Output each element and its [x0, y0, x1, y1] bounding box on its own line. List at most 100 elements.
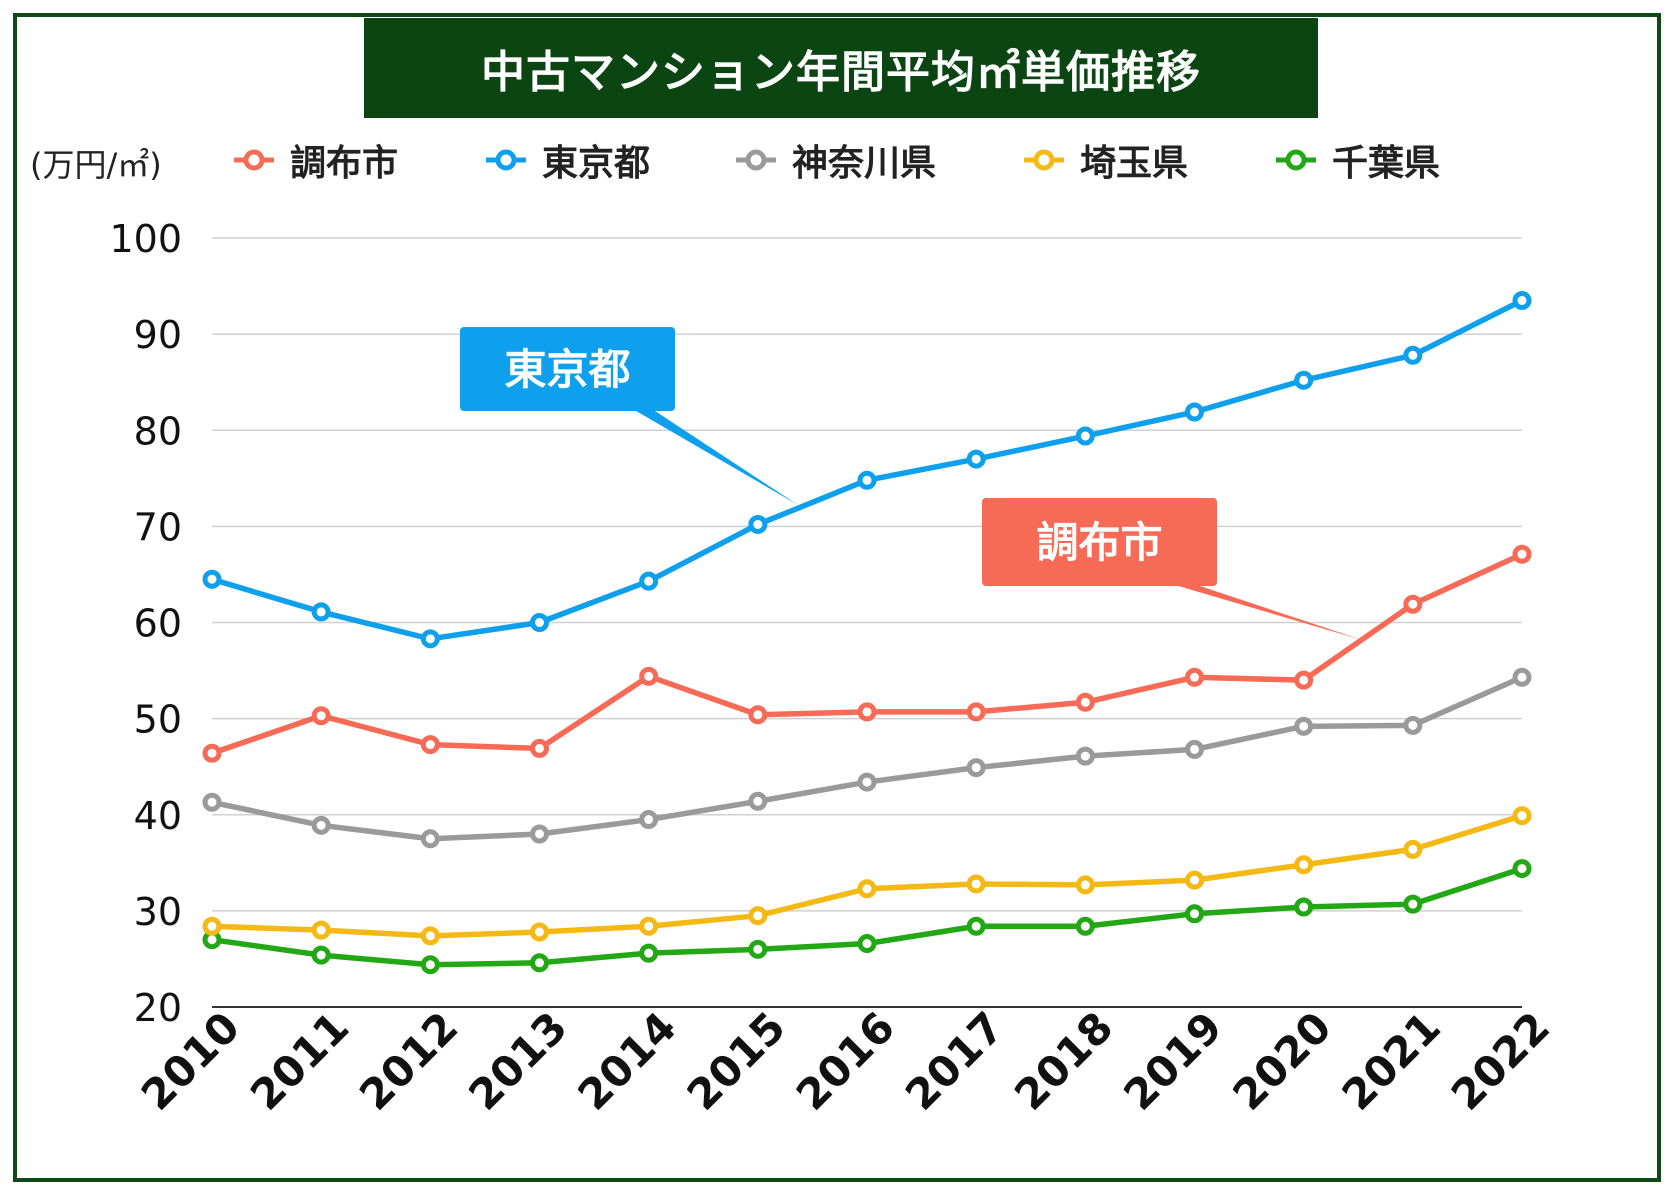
data-point [1294, 855, 1314, 875]
x-tick-label: 2015 [678, 1002, 795, 1119]
data-point [748, 705, 768, 725]
data-point [1512, 667, 1532, 687]
data-point [311, 945, 331, 965]
x-tick-label: 2013 [459, 1002, 576, 1119]
y-tick-label: 30 [134, 890, 182, 934]
x-tick-label: 2016 [787, 1002, 904, 1119]
x-tick-label: 2014 [568, 1002, 685, 1119]
callout-box [460, 327, 675, 411]
x-tick-label: 2017 [896, 1002, 1013, 1119]
legend-label-tokyo: 東京都 [542, 143, 651, 184]
data-point [530, 922, 549, 942]
data-point [1075, 875, 1095, 895]
data-point [748, 939, 768, 959]
legend-marker-chofu [234, 149, 274, 171]
y-tick-label: 20 [134, 986, 182, 1030]
data-point [530, 613, 549, 632]
data-point [1403, 715, 1423, 735]
legend-marker-chiba [1276, 149, 1316, 171]
data-point [748, 514, 768, 534]
x-tick-label: 2020 [1223, 1002, 1340, 1119]
data-point [1403, 839, 1423, 859]
callout-label: 調布市 [1036, 518, 1162, 567]
data-point [857, 934, 877, 954]
data-point [530, 738, 549, 758]
y-tick-label: 40 [134, 794, 182, 838]
data-point [1185, 870, 1204, 890]
data-point [966, 874, 986, 894]
data-point [202, 792, 222, 812]
data-point [639, 810, 659, 830]
data-point [857, 772, 877, 792]
data-point [420, 735, 440, 755]
data-point [1294, 370, 1314, 390]
chart-title: 中古マンション年間平均㎡単価推移 [364, 18, 1318, 118]
callout-label: 東京都 [504, 345, 630, 394]
callout-pointer [600, 390, 798, 505]
legend-marker-kanagawa [736, 149, 776, 171]
data-point [1075, 692, 1095, 712]
data-point [420, 829, 440, 849]
data-point [202, 916, 222, 936]
data-point [1294, 670, 1314, 690]
y-tick-label: 60 [134, 602, 182, 646]
data-point [1294, 716, 1314, 736]
legend-label-chiba: 千葉県 [1332, 143, 1441, 184]
data-point [1185, 402, 1204, 422]
data-point [748, 906, 768, 926]
x-tick-label: 2021 [1333, 1002, 1450, 1119]
data-point [1403, 894, 1423, 914]
data-point [1512, 859, 1532, 879]
data-point [1294, 897, 1314, 917]
callout-box [982, 498, 1217, 586]
data-point [639, 943, 659, 963]
data-point [1512, 544, 1532, 564]
x-tick-label: 2012 [350, 1002, 467, 1119]
y-tick-label: 70 [134, 505, 182, 549]
legend-label-chofu: 調布市 [290, 143, 399, 184]
data-point [420, 629, 440, 649]
x-tick-label: 2018 [1005, 1002, 1122, 1119]
data-point [1403, 594, 1423, 614]
data-point [202, 569, 222, 589]
legend-item-saitama: 埼玉県 [1022, 135, 1188, 185]
data-point [1185, 739, 1204, 759]
data-point [1185, 667, 1204, 687]
data-point [1075, 746, 1095, 766]
legend-marker-tokyo [486, 149, 526, 171]
data-point [857, 470, 877, 490]
data-point [1403, 345, 1423, 365]
data-point [748, 791, 768, 811]
data-point [420, 926, 440, 946]
legend-label-kanagawa: 神奈川県 [792, 143, 937, 184]
chart-frame [13, 13, 1661, 1182]
data-point [530, 824, 549, 844]
legend-item-chofu: 調布市 [232, 135, 398, 185]
x-tick-label: 2011 [241, 1002, 358, 1119]
data-point [857, 879, 877, 899]
data-point [311, 815, 331, 835]
data-point [1075, 916, 1095, 936]
data-point [966, 758, 986, 778]
y-tick-label: 90 [134, 313, 182, 357]
x-tick-label: 2022 [1442, 1002, 1559, 1119]
series-line [211, 298, 1524, 642]
y-tick-label: 50 [134, 698, 182, 742]
data-point [639, 916, 659, 936]
data-point [639, 666, 659, 686]
data-point [1185, 904, 1204, 924]
data-point [966, 916, 986, 936]
legend-item-chiba: 千葉県 [1274, 135, 1440, 185]
legend-label-saitama: 埼玉県 [1080, 143, 1189, 184]
x-tick-label: 2019 [1114, 1002, 1231, 1119]
data-point [202, 743, 222, 763]
data-point [639, 571, 659, 591]
data-point [420, 955, 440, 975]
data-point [311, 920, 331, 940]
data-point [1512, 806, 1532, 826]
legend-item-tokyo: 東京都 [484, 135, 650, 185]
data-point [966, 702, 986, 722]
y-axis-unit-label: (万円/㎡) [30, 146, 162, 184]
legend-marker-saitama [1024, 149, 1064, 171]
